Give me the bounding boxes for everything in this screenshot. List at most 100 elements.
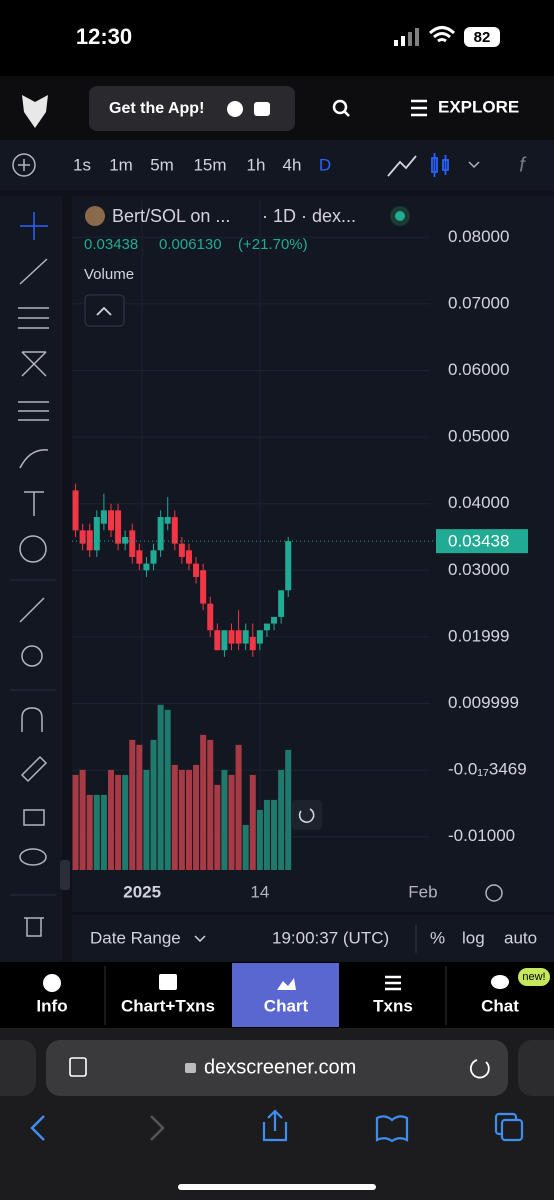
date-range-caret (194, 935, 206, 943)
candle-body (86, 530, 93, 551)
candle-body (278, 590, 285, 617)
symbol: Bert/SOL on ... (112, 206, 230, 226)
tab-label[interactable]: Chat (481, 996, 519, 1015)
volume-bar (249, 774, 256, 870)
interval[interactable]: 15m (193, 155, 226, 174)
volume-bar (93, 794, 100, 870)
settings-icon[interactable] (485, 884, 503, 902)
apple-icon (227, 101, 243, 117)
active-tab (232, 963, 339, 1027)
drawing-tools[interactable] (18, 212, 49, 937)
chart-type-dropdown[interactable] (468, 161, 480, 169)
tabs-button-front (500, 1118, 524, 1142)
volume-bar (136, 744, 143, 870)
percent-toggle[interactable]: % (430, 928, 445, 947)
y-tick-label: -0.0₁₇3469 (448, 760, 527, 779)
status-bar (0, 0, 554, 76)
utc-time: 19:00:37 (UTC) (272, 928, 389, 947)
reload-icon[interactable] (469, 1059, 490, 1079)
candle-body (171, 517, 178, 544)
line-type-icon[interactable] (387, 155, 417, 177)
candle-body (178, 543, 185, 557)
volume-bar (100, 794, 107, 870)
candle-body (150, 550, 157, 564)
reader-icon[interactable] (69, 1057, 87, 1077)
candle-body (200, 570, 207, 604)
prev-tab (0, 1040, 36, 1096)
interval[interactable]: 1s (73, 155, 91, 174)
tab-label[interactable]: Chart+Txns (121, 996, 215, 1015)
candle-body (136, 550, 143, 564)
add-icon[interactable] (12, 153, 36, 177)
candle-type-icon[interactable] (431, 153, 449, 177)
y-tick-label: 0.009999 (448, 693, 519, 712)
volume-bar (235, 744, 242, 870)
left-toolbar (0, 196, 62, 962)
interval[interactable]: 1m (109, 155, 133, 174)
last-price-label: 0.03438 (448, 532, 509, 551)
reset-icon (298, 808, 315, 823)
info-icon (43, 974, 61, 992)
volume-bar (122, 774, 129, 870)
candle-body (129, 530, 136, 557)
back-button[interactable] (30, 1115, 45, 1141)
get-app-button[interactable] (89, 86, 295, 131)
volume-bar (143, 769, 150, 870)
explore-label[interactable]: EXPLORE (438, 97, 519, 116)
y-tick-label: 0.04000 (448, 493, 509, 512)
volume-bar (107, 769, 114, 870)
tab-label[interactable]: Txns (373, 996, 413, 1015)
android-icon (254, 102, 270, 116)
volume-bar (263, 799, 270, 870)
forward-button (150, 1115, 165, 1141)
volume-bar (271, 799, 278, 870)
candle-body (193, 563, 200, 577)
candle-body (164, 517, 171, 524)
interval[interactable]: 1h (247, 155, 266, 174)
url: dexscreener.com (204, 1056, 356, 1078)
x-tick-label: Feb (408, 882, 437, 901)
interval[interactable]: D (319, 155, 331, 174)
battery (464, 27, 500, 47)
legend-change: 0.006130 (159, 236, 222, 253)
volume-bar (157, 704, 164, 870)
tab-label[interactable]: Info (36, 996, 67, 1015)
log-toggle[interactable]: log (462, 928, 485, 947)
last-price-tag (436, 529, 528, 554)
candle-body (115, 510, 122, 544)
volume-bar (200, 734, 207, 870)
interval[interactable]: 5m (150, 155, 174, 174)
y-tick-label: 0.01999 (448, 626, 509, 645)
indicators-icon[interactable]: f (519, 154, 527, 176)
candle-body (122, 536, 129, 544)
candle-body (285, 541, 292, 591)
candle-body (271, 616, 278, 624)
reset-button[interactable] (292, 800, 322, 830)
volume-bar (242, 824, 249, 870)
home-indicator (178, 1184, 376, 1190)
candle-body (207, 603, 214, 631)
tab-label[interactable]: Chart (264, 996, 309, 1015)
url-field[interactable] (46, 1040, 508, 1096)
logo[interactable] (22, 95, 48, 128)
token-avatar (85, 206, 105, 226)
auto-toggle[interactable]: auto (504, 928, 537, 947)
signal (394, 28, 419, 46)
date-range[interactable]: Date Range (90, 928, 181, 947)
search-icon[interactable] (332, 99, 348, 115)
y-tick-label: 0.05000 (448, 427, 509, 446)
get-app-label: Get the App! (109, 100, 204, 117)
candle-body (235, 630, 242, 644)
volume-bar (115, 774, 122, 870)
share-button[interactable] (262, 1109, 288, 1142)
candle-body (221, 630, 228, 651)
interval[interactable]: 4h (283, 155, 302, 174)
candle-body (143, 563, 150, 571)
panel-handle[interactable] (60, 860, 70, 890)
y-tick-label: 0.06000 (448, 360, 509, 379)
candle-body (214, 630, 221, 651)
collapse-button[interactable] (84, 294, 125, 327)
bookmarks-button[interactable] (375, 1115, 409, 1143)
next-tab (518, 1040, 554, 1096)
